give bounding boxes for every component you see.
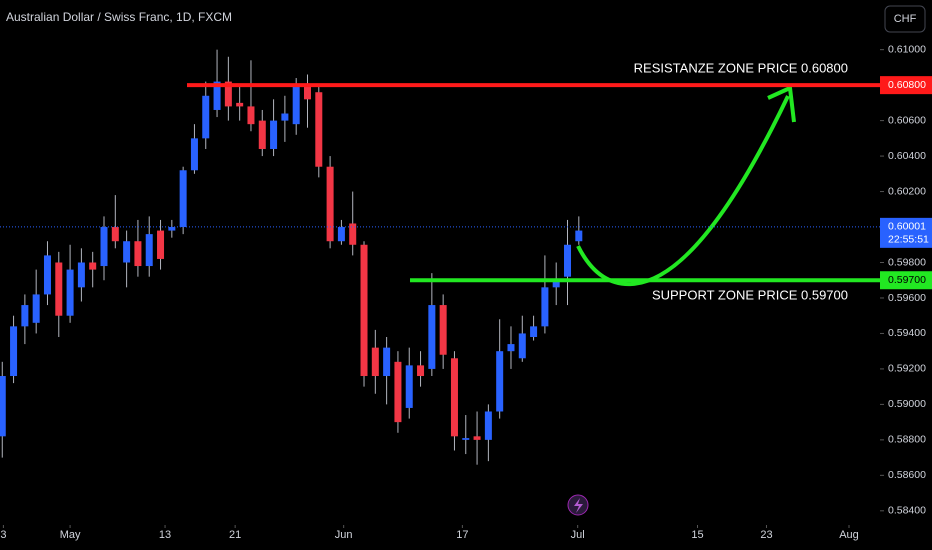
level-badge-label: 0.59700: [888, 274, 926, 286]
candle-body: [462, 438, 470, 440]
candle-body: [371, 347, 379, 377]
candle-body: [428, 305, 436, 369]
candle-body: [43, 255, 51, 295]
candle-body: [66, 269, 74, 316]
candle-body: [496, 351, 504, 412]
candle-body: [552, 280, 560, 288]
candle-body: [349, 223, 357, 245]
x-tick-label: 3: [0, 529, 6, 541]
candle-body: [21, 305, 29, 327]
projection-arrow: [576, 95, 790, 287]
candle-body: [258, 120, 266, 149]
candle-body: [450, 358, 458, 437]
x-tick-label: Aug: [839, 529, 859, 541]
y-tick-label: 0.60600: [888, 114, 926, 126]
y-tick-label: 0.59600: [888, 292, 926, 304]
candle-body: [123, 241, 131, 263]
candle-body: [213, 81, 221, 110]
y-tick-label: 0.59200: [888, 363, 926, 375]
candle-body: [394, 361, 402, 423]
y-tick-label: 0.61000: [888, 43, 926, 55]
arrow-head: [767, 85, 796, 123]
candle-body: [134, 241, 142, 267]
candle-body: [507, 344, 515, 352]
candle-body: [383, 347, 391, 377]
x-tick-label: 21: [229, 529, 241, 541]
candle-body: [281, 113, 289, 121]
level-badge: [880, 271, 932, 290]
y-tick-label: 0.58600: [888, 469, 926, 481]
candle-body: [417, 365, 425, 377]
candle-body: [111, 227, 119, 242]
y-tick-label: 0.59000: [888, 398, 926, 410]
y-tick-label: 0.59400: [888, 327, 926, 339]
y-tick-label: 0.59800: [888, 256, 926, 268]
level-badge: [880, 76, 932, 95]
candle-body: [157, 230, 165, 259]
current-price-label: 0.60001: [888, 221, 926, 233]
y-tick-label: 0.60400: [888, 150, 926, 162]
y-tick-label: 0.60200: [888, 185, 926, 197]
candle-body: [541, 287, 549, 327]
candle-body: [224, 81, 232, 107]
candle-body: [326, 166, 334, 242]
candle-body: [179, 170, 187, 228]
y-tick-label: 0.58400: [888, 505, 926, 517]
candle-body: [484, 411, 492, 440]
candle-body: [337, 227, 345, 242]
x-tick-label: Jul: [571, 529, 585, 541]
candle-body: [145, 234, 153, 267]
current-price-badge: [880, 217, 932, 248]
candle-body: [270, 120, 278, 149]
currency-button[interactable]: [884, 5, 926, 33]
candle-body: [530, 326, 538, 337]
x-tick-label: May: [60, 529, 81, 541]
candle-body: [32, 294, 40, 323]
candle-body: [89, 262, 97, 270]
candle-body: [190, 138, 198, 171]
y-tick-label: 0.58800: [888, 434, 926, 446]
candle-body: [10, 326, 18, 377]
candle-body: [360, 244, 368, 377]
candle-body: [168, 227, 176, 231]
currency-label[interactable]: CHF: [894, 13, 917, 25]
x-tick-label: 17: [456, 529, 468, 541]
candle-body: [315, 92, 323, 167]
candle-body: [236, 102, 244, 107]
candle-body: [303, 85, 311, 100]
level-text: SUPPORT ZONE PRICE 0.59700: [652, 288, 848, 303]
lightning: [574, 498, 583, 513]
chart-title: Australian Dollar / Swiss Franc, 1D, FXC…: [6, 10, 232, 24]
x-tick-label: Jun: [335, 529, 353, 541]
candle-body: [292, 85, 300, 125]
x-tick-label: 15: [691, 529, 703, 541]
x-tick-label: 23: [760, 529, 772, 541]
candle-body: [473, 436, 481, 440]
level-badge-label: 0.60800: [888, 79, 926, 91]
level-text: RESISTANZE ZONE PRICE 0.60800: [634, 61, 848, 76]
candle-body: [439, 305, 447, 355]
candle-body: [518, 333, 526, 359]
candle-body: [575, 230, 583, 242]
candle-body: [564, 244, 572, 277]
candle-body: [77, 262, 85, 288]
candle-body: [202, 95, 210, 139]
candle-body: [247, 106, 255, 125]
x-tick-label: 13: [159, 529, 171, 541]
candle-body: [405, 365, 413, 408]
candle-body: [0, 376, 6, 437]
candle-body: [100, 227, 108, 267]
countdown-label: 22:55:51: [888, 234, 929, 246]
candle-body: [55, 262, 63, 316]
